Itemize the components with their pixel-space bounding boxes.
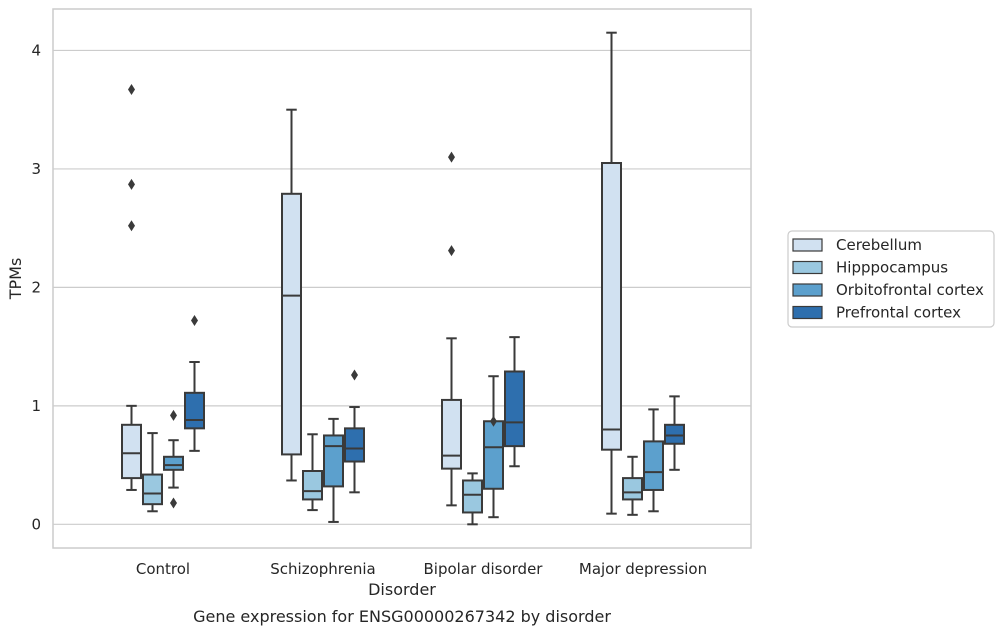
y-tick-label: 1 xyxy=(31,397,41,415)
legend-label: Orbitofrontal cortex xyxy=(836,281,984,299)
box xyxy=(463,480,482,512)
y-axis-label: TPMs xyxy=(6,258,25,301)
box xyxy=(164,457,183,470)
outlier-point xyxy=(351,370,358,381)
outlier-point xyxy=(170,497,177,508)
legend-label: Hipppocampus xyxy=(836,259,948,277)
x-tick-label: Schizophrenia xyxy=(270,560,375,578)
box xyxy=(644,441,663,490)
box xyxy=(442,400,461,469)
box xyxy=(324,435,343,486)
outlier-point xyxy=(191,315,198,326)
legend-swatch xyxy=(793,284,822,296)
legend-swatch xyxy=(793,239,822,251)
box xyxy=(143,475,162,505)
chart-svg: 0 1 2 3 4 Control Schizophrenia Bipolar disorde… xyxy=(0,0,1003,634)
chart-caption: Gene expression for ENSG00000267342 by d… xyxy=(193,607,611,626)
box xyxy=(623,478,642,499)
box xyxy=(185,393,204,429)
outlier-point xyxy=(128,220,135,231)
legend-label: Prefrontal cortex xyxy=(836,304,961,322)
x-axis-label: Disorder xyxy=(368,580,436,599)
box xyxy=(303,471,322,499)
outlier-point xyxy=(128,84,135,95)
box xyxy=(484,421,503,489)
x-tick-label: Bipolar disorder xyxy=(424,560,544,578)
box xyxy=(282,194,301,455)
x-tick-label: Major depression xyxy=(579,560,707,578)
box xyxy=(345,428,364,461)
y-tick-label: 4 xyxy=(31,41,41,59)
box xyxy=(122,425,141,478)
x-tick-label: Control xyxy=(136,560,190,578)
legend-swatch xyxy=(793,262,822,274)
box xyxy=(602,163,621,450)
legend-swatch xyxy=(793,307,822,319)
box-plot-chart: 0 1 2 3 4 Control Schizophrenia Bipolar disorde… xyxy=(0,0,1003,634)
y-tick-label: 3 xyxy=(31,160,41,178)
legend-label: Cerebellum xyxy=(836,236,922,254)
outlier-point xyxy=(448,152,455,163)
outlier-point xyxy=(170,410,177,421)
box xyxy=(665,425,684,444)
box xyxy=(505,371,524,446)
outlier-point xyxy=(448,245,455,256)
outlier-point xyxy=(128,179,135,190)
y-tick-label: 2 xyxy=(31,278,41,296)
y-tick-label: 0 xyxy=(31,515,41,533)
